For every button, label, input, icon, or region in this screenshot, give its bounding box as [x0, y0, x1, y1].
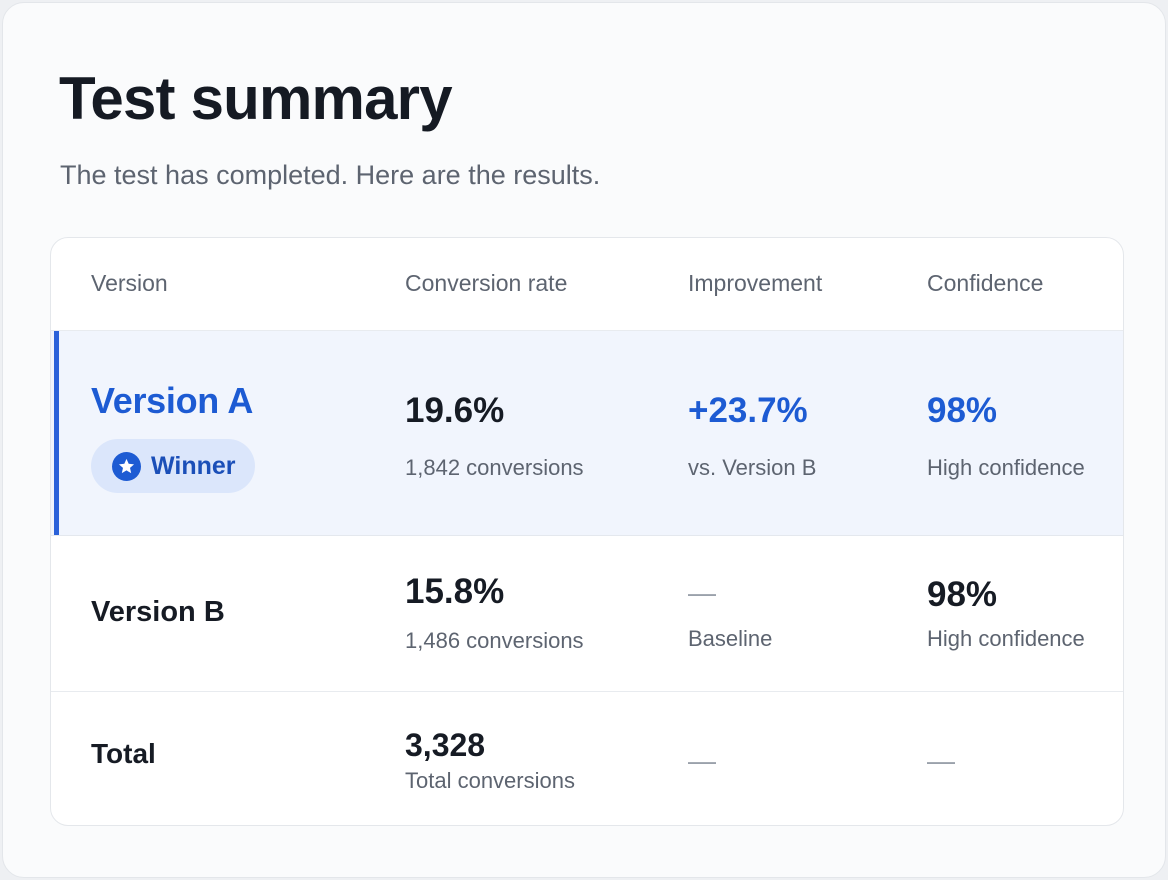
total-label: Total — [91, 738, 156, 769]
page-subtitle: The test has completed. Here are the res… — [60, 160, 601, 190]
table-header-row: Version Conversion rate Improvement Conf… — [51, 238, 1123, 331]
version-b-confidence: 98% — [927, 575, 998, 614]
version-b-name: Version B — [91, 596, 225, 628]
version-a-improvement: +23.7% — [688, 391, 808, 430]
header-improvement: Improvement — [688, 270, 823, 296]
table-row-version-b[interactable]: Version B 15.8% 1,486 conversions — Base… — [51, 536, 1123, 692]
version-b-improvement: — — [688, 577, 716, 608]
winner-badge: Winner — [91, 439, 255, 493]
version-a-rate: 19.6% — [405, 391, 505, 430]
total-value: 3,328 — [405, 727, 486, 763]
version-a-confidence: 98% — [927, 391, 998, 430]
page-title: Test summary — [59, 65, 453, 132]
version-a-improvement-detail: vs. Version B — [688, 455, 817, 480]
version-a-conversions: 1,842 conversions — [405, 455, 584, 480]
total-detail: Total conversions — [405, 768, 575, 793]
version-b-conversions: 1,486 conversions — [405, 628, 584, 653]
star-icon — [112, 451, 141, 481]
version-b-rate: 15.8% — [405, 572, 505, 611]
table-row-total: Total 3,328 Total conversions — — — [51, 692, 1123, 825]
header-conversion-rate: Conversion rate — [405, 270, 568, 296]
header-version: Version — [91, 270, 168, 296]
header-confidence: Confidence — [927, 270, 1044, 296]
version-a-confidence-detail: High confidence — [927, 455, 1085, 480]
table-row-version-a[interactable]: Version A Winner 19.6% 1,842 conversions… — [51, 331, 1123, 536]
results-table: Version Conversion rate Improvement Conf… — [50, 237, 1124, 826]
version-a-name: Version A — [91, 380, 254, 421]
total-improvement: — — [688, 745, 716, 776]
winner-badge-label: Winner — [151, 451, 236, 480]
total-confidence: — — [927, 745, 955, 776]
version-b-confidence-detail: High confidence — [927, 626, 1085, 651]
winner-accent-bar — [54, 331, 59, 535]
version-b-improvement-detail: Baseline — [688, 626, 773, 651]
